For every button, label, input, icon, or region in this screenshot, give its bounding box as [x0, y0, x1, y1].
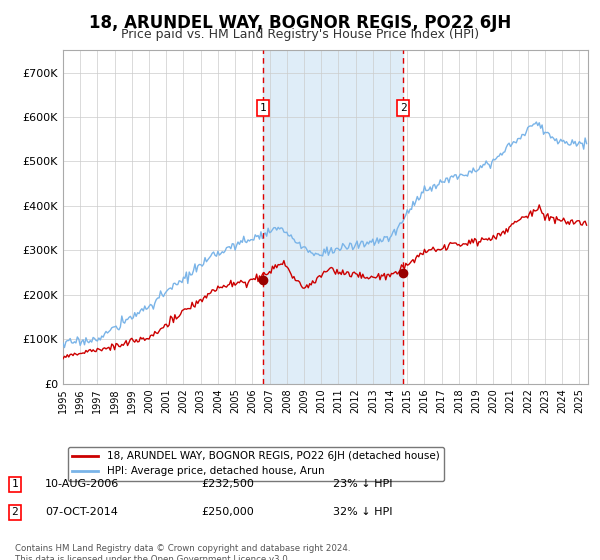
Legend: 18, ARUNDEL WAY, BOGNOR REGIS, PO22 6JH (detached house), HPI: Average price, de: 18, ARUNDEL WAY, BOGNOR REGIS, PO22 6JH …	[68, 447, 443, 480]
Text: 07-OCT-2014: 07-OCT-2014	[45, 507, 118, 517]
Bar	[263, 50, 403, 384]
Text: Price paid vs. HM Land Registry's House Price Index (HPI): Price paid vs. HM Land Registry's House …	[121, 28, 479, 41]
Text: 23% ↓ HPI: 23% ↓ HPI	[333, 479, 392, 489]
Text: Contains HM Land Registry data © Crown copyright and database right 2024.
This d: Contains HM Land Registry data © Crown c…	[15, 544, 350, 560]
Text: 10-AUG-2006: 10-AUG-2006	[45, 479, 119, 489]
Text: 32% ↓ HPI: 32% ↓ HPI	[333, 507, 392, 517]
Text: 2: 2	[11, 507, 19, 517]
Text: £232,500: £232,500	[201, 479, 254, 489]
Text: 1: 1	[259, 103, 266, 113]
Text: 18, ARUNDEL WAY, BOGNOR REGIS, PO22 6JH: 18, ARUNDEL WAY, BOGNOR REGIS, PO22 6JH	[89, 14, 511, 32]
Text: 2: 2	[400, 103, 407, 113]
Text: 1: 1	[11, 479, 19, 489]
Text: £250,000: £250,000	[201, 507, 254, 517]
